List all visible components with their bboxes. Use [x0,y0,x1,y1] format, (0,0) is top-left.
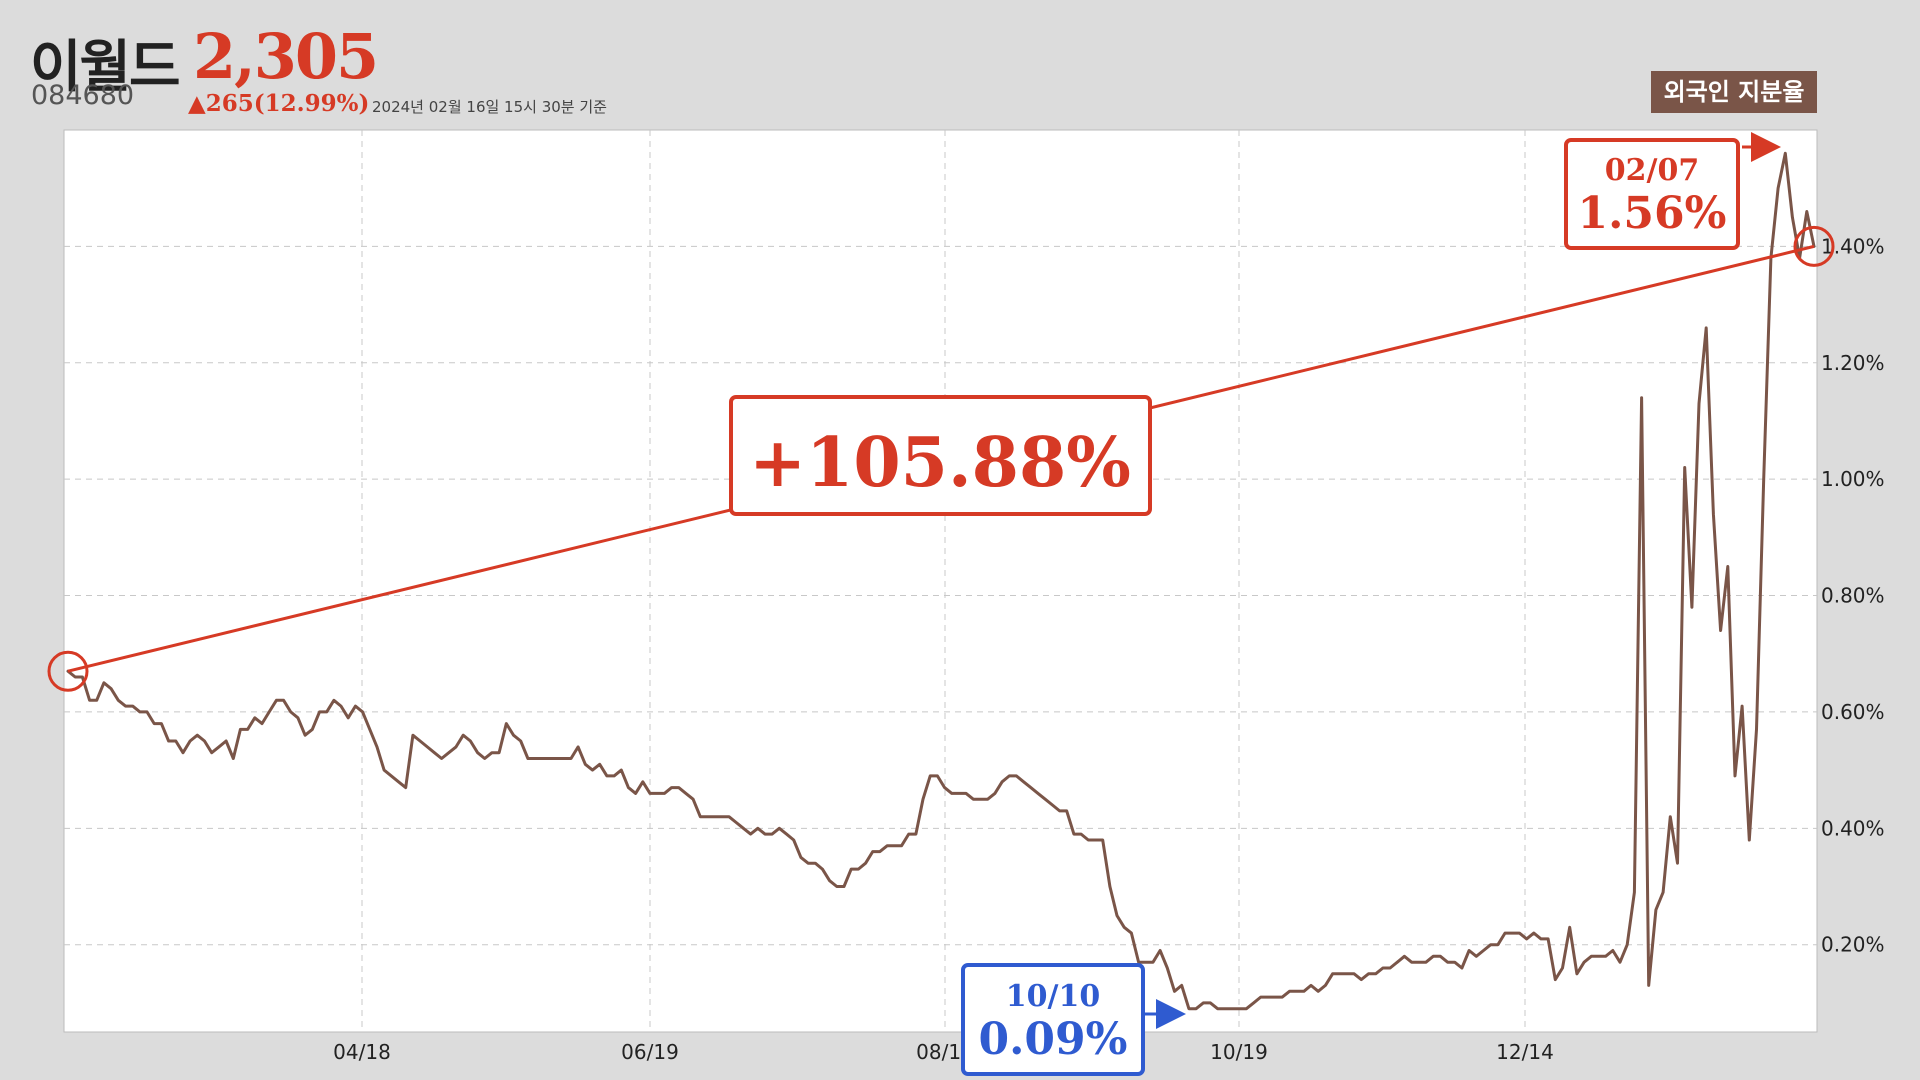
stock-code: 084680 [31,80,135,111]
x-tick-label: 06/19 [621,1040,679,1064]
series-line [66,151,1816,1011]
y-tick-label: 1.40% [1821,234,1885,258]
end-marker [1793,225,1835,267]
high-date: 02/07 [1605,153,1699,188]
y-tick-label: 1.00% [1821,467,1885,491]
high-value: 1.56% [1578,188,1727,239]
stock-price: 2,305 [193,20,379,93]
y-axis: 0.20% 0.40% 0.60% 0.80% 1.00% 1.20% 1.40% [1821,234,1885,956]
grid [64,130,1817,1032]
header: 이월드 2,305 084680 ▲265(12.99%) 2024년 02월 … [0,0,1920,125]
stock-name: 이월드 [30,35,181,100]
chart-title-badge: 외국인 지분율 [1651,71,1817,113]
y-tick-label: 0.20% [1821,933,1885,957]
stock-change: ▲265(12.99%) [188,90,370,117]
change-callout: +105.88% [729,395,1152,516]
x-tick-label: 04/18 [333,1040,391,1064]
low-date: 10/10 [1006,979,1100,1014]
x-tick-label: 12/14 [1496,1040,1554,1064]
start-marker [47,650,89,692]
change-value: +105.88% [749,423,1131,503]
x-axis: 04/18 06/19 08/18 10/19 12/14 [333,1040,1554,1064]
low-callout: 10/10 0.09% [961,963,1186,1076]
y-tick-label: 0.40% [1821,816,1885,840]
plot-area [63,129,1818,1033]
stock-timestamp: 2024년 02월 16일 15시 30분 기준 [372,98,607,116]
high-callout: 02/07 1.56% [1564,132,1781,250]
x-tick-label: 10/19 [1210,1040,1268,1064]
low-value: 0.09% [979,1014,1128,1065]
y-tick-label: 1.20% [1821,351,1885,375]
y-tick-label: 0.60% [1821,700,1885,724]
y-tick-label: 0.80% [1821,584,1885,608]
